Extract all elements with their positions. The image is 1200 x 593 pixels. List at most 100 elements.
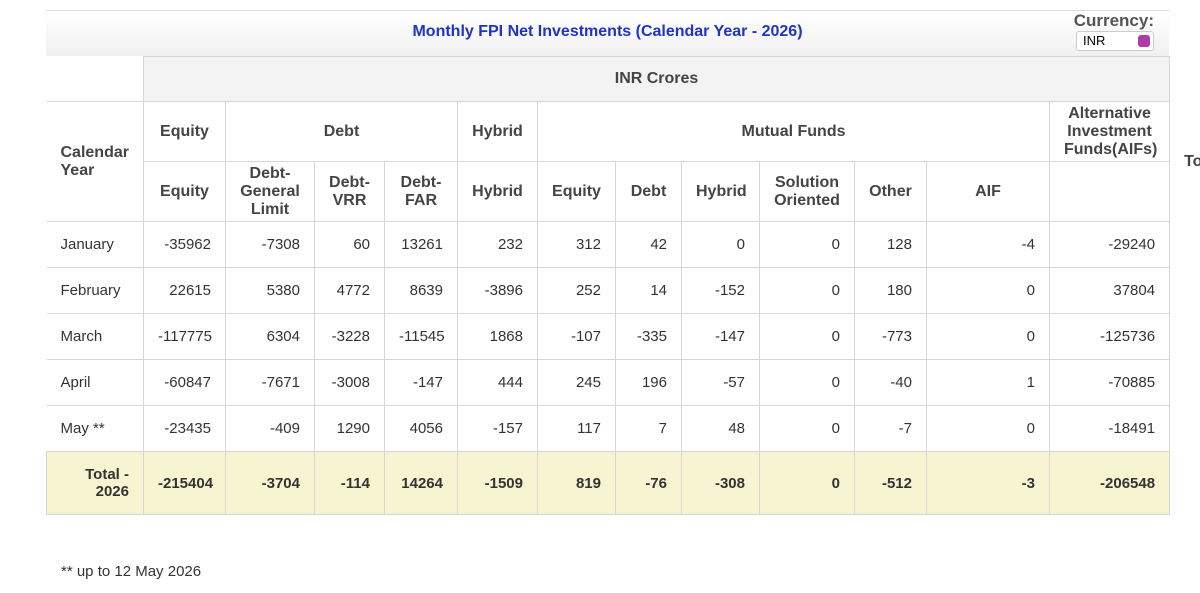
cell: 128 [854, 221, 927, 268]
cell: -409 [225, 405, 315, 452]
corner [46, 56, 144, 102]
cell: 245 [537, 359, 616, 406]
cell: -7671 [225, 359, 315, 406]
cell: -4 [926, 221, 1050, 268]
group-header: Debt [225, 101, 458, 162]
total-cell: 14264 [384, 451, 458, 515]
sub-header: Debt-VRR [314, 161, 385, 222]
sub-header: Solution Oriented [759, 161, 855, 222]
cell: 22615 [143, 267, 226, 314]
cell: 48 [681, 405, 760, 452]
cell: 14 [615, 267, 682, 314]
sub-header: AIF [926, 161, 1050, 222]
group-header: Hybrid [457, 101, 538, 162]
total-cell: -1509 [457, 451, 538, 515]
group-header: Calendar Year [46, 101, 144, 222]
total-row: Total - 2026 -215404 -3704 -114 14264 -1509 81… [46, 451, 1171, 515]
data-row: May ** -23435 -409 1290 4056 -157 117 7 48 0 -7 0 -1… [46, 405, 1171, 452]
currency: Currency: INR [1074, 11, 1154, 51]
cell: 312 [537, 221, 616, 268]
panel: Monthly FPI Net Investments (Calendar Ye… [46, 10, 1200, 515]
cell: 196 [615, 359, 682, 406]
data-row: February 22615 5380 4772 8639 -3896 252 14 -152 0… [46, 267, 1171, 314]
sub-header: Hybrid [681, 161, 760, 222]
cell: 0 [926, 267, 1050, 314]
data-row: January -35962 -7308 60 13261 232 312 42 0 0 128 -4… [46, 221, 1171, 268]
cell: -7 [854, 405, 927, 452]
cell: -35962 [143, 221, 226, 268]
cell: 444 [457, 359, 538, 406]
data-row: April -60847 -7671 -3008 -147 444 245 196 -57 0 -4… [46, 359, 1171, 406]
cell: 4772 [314, 267, 385, 314]
unit-header: INR Crores [142, 56, 1171, 102]
total-cell: -206548 [1048, 451, 1171, 515]
cell: 252 [537, 267, 616, 314]
cell: -107 [537, 313, 616, 360]
header-row: Equity Debt-General Limit Debt-VRR Debt-FAR… [47, 161, 1170, 222]
cell: 37804 [1048, 267, 1171, 314]
cell: 0 [759, 267, 855, 314]
cell: 1 [926, 359, 1050, 406]
row-label: May ** [46, 405, 144, 452]
cell: 0 [926, 313, 1050, 360]
cell: -70885 [1048, 359, 1171, 406]
cell: 232 [457, 221, 538, 268]
cell: 8639 [384, 267, 458, 314]
currency-label: Currency: [1073, 11, 1154, 30]
cell: 5380 [225, 267, 315, 314]
cell: -125736 [1048, 313, 1171, 360]
data-table: INR Crores Calendar Year Equity Debt Hybrid M… [46, 56, 1200, 515]
cell: -60847 [143, 359, 226, 406]
total-cell: -3704 [225, 451, 315, 515]
cell: 117 [537, 405, 616, 452]
cell: -773 [854, 313, 927, 360]
cell: -29240 [1048, 221, 1171, 268]
total-cell: -308 [681, 451, 760, 515]
cell: 13261 [384, 221, 458, 268]
cell: -147 [384, 359, 458, 406]
cell: -117775 [143, 313, 226, 360]
footnote: ** up to 12 May 2026 [61, 563, 202, 580]
cell: -7308 [225, 221, 315, 268]
total-label: Total - 2026 [46, 451, 144, 515]
group-header: Mutual Funds [537, 101, 1050, 162]
row-label: February [46, 267, 144, 314]
total-cell: -512 [854, 451, 927, 515]
sub-header: Debt [615, 161, 682, 222]
title-bar: Monthly FPI Net Investments (Calendar Ye… [46, 10, 1169, 56]
row-label: January [46, 221, 144, 268]
cell: -57 [681, 359, 760, 406]
header-row: Calendar Year Equity Debt Hybrid Mutual Fund… [46, 101, 1200, 222]
sub-header: Other [854, 161, 927, 222]
cell: -3896 [457, 267, 538, 314]
group-header: Alternative Investment Funds(AIFs) [1048, 101, 1171, 162]
cell: 60 [314, 221, 385, 268]
cell: -152 [681, 267, 760, 314]
cell: 1868 [457, 313, 538, 360]
data-row: March -117775 6304 -3228 -11545 1868 -107 -335 -… [46, 313, 1171, 360]
row-label: April [46, 359, 144, 406]
row-label: March [46, 313, 144, 360]
sub-header: Equity [537, 161, 616, 222]
cell: -11545 [384, 313, 458, 360]
cell: 42 [615, 221, 682, 268]
cell: -18491 [1048, 405, 1171, 452]
cell: 4056 [384, 405, 458, 452]
cell: -157 [457, 405, 538, 452]
total-cell: -3 [926, 451, 1050, 515]
sub-header: Debt-General Limit [225, 161, 315, 222]
cell: 0 [759, 405, 855, 452]
cell: 180 [854, 267, 927, 314]
sub-header: Hybrid [457, 161, 538, 222]
cell: 6304 [225, 313, 315, 360]
cell: -3008 [314, 359, 385, 406]
total-cell: 819 [537, 451, 616, 515]
total-cell: -76 [615, 451, 682, 515]
cell: 0 [681, 221, 760, 268]
cell: -3228 [314, 313, 385, 360]
cell: -335 [615, 313, 682, 360]
total-cell: -114 [314, 451, 385, 515]
cell: 0 [759, 221, 855, 268]
currency-select[interactable]: INR [1076, 31, 1154, 51]
